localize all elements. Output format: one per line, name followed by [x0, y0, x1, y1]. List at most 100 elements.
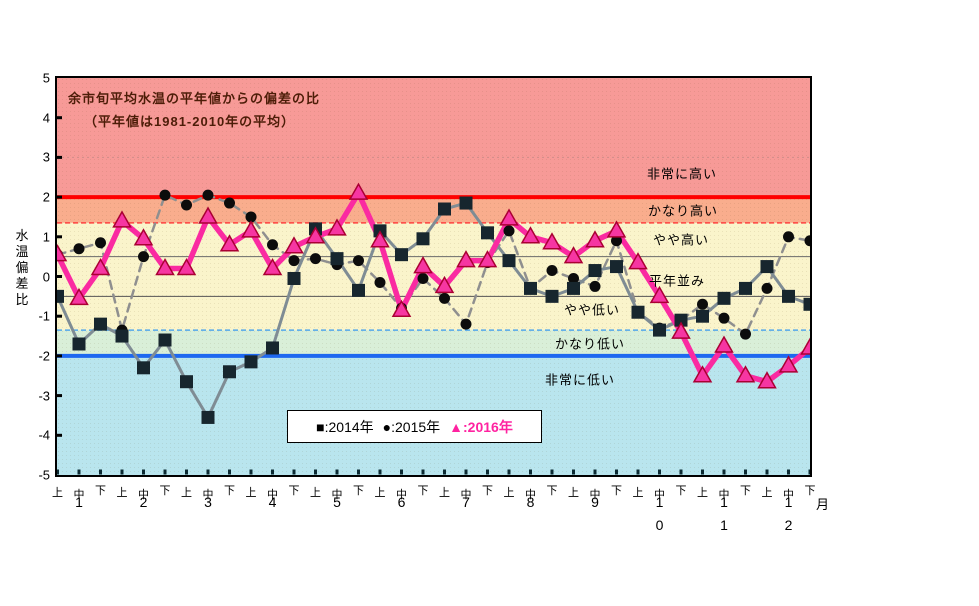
x-period-label: 中 [654, 489, 665, 501]
x-month-label-7: 7 [462, 494, 470, 510]
x-period-label: 上 [181, 487, 192, 499]
band-label-やや低い: やや低い [563, 302, 621, 318]
marker-2016年-2月中 [133, 228, 154, 246]
marker-2015年-8月上 [503, 225, 515, 237]
marker-2015年-5月上 [310, 253, 321, 265]
x-axis-unit-label: 月 [816, 497, 830, 512]
y-tick-label-0: 0 [42, 269, 50, 284]
marker-2016年-2月上 [112, 210, 132, 228]
x-period-label: 上 [374, 487, 386, 499]
y-axis-title: 水温偏差比 [14, 228, 30, 308]
marker-2014年-12月下 [803, 297, 810, 311]
chart-canvas [57, 78, 810, 475]
y-axis-title-char: 温 [15, 244, 29, 259]
x-month-label-4: 4 [268, 494, 277, 510]
legend-item-2016年: ▲:2016年 [449, 418, 513, 435]
x-period-label: 下 [353, 485, 364, 497]
marker-2015年-12月下 [804, 235, 810, 247]
y-tick-label-4: 4 [42, 110, 50, 126]
marker-2016年-4月上 [241, 220, 261, 238]
y-tick-label-1: 1 [42, 229, 50, 245]
marker-2016年-5月上 [305, 226, 326, 244]
marker-2015年-5月下 [353, 255, 364, 267]
marker-2015年-4月下 [288, 255, 300, 267]
marker-2016年-6月上 [370, 230, 390, 248]
marker-2014年-6月下 [416, 232, 430, 246]
x-period-label: 上 [568, 487, 579, 499]
legend-item-2015年: ●:2015年 [382, 418, 441, 435]
x-period-label: 上 [116, 487, 128, 499]
marker-2015年-12月上 [761, 282, 773, 294]
marker-2016年-8月中 [520, 226, 541, 244]
marker-2015年-7月上 [439, 292, 450, 304]
band-label-かなり高い: かなり高い [647, 203, 719, 219]
x-period-label: 下 [159, 485, 171, 497]
marker-2015年-2月下 [159, 189, 171, 201]
marker-2014年-8月中 [524, 281, 537, 295]
x-month-label-3: 3 [204, 494, 212, 510]
marker-2014年-4月中 [266, 341, 279, 355]
marker-2014年-11月上 [696, 309, 709, 323]
marker-2016年-8月上 [499, 208, 519, 226]
y-tick-label-3: 3 [42, 149, 50, 165]
marker-2016年-7月中 [456, 250, 476, 268]
x-period-label: 中 [202, 489, 214, 501]
marker-2014年-2月中 [137, 361, 150, 375]
marker-2016年-6月中 [391, 299, 412, 317]
y-axis-title-char: 偏 [15, 260, 29, 275]
marker-2014年-2月上 [115, 329, 129, 343]
x-period-label: 上 [245, 487, 257, 499]
marker-2015年-6月上 [374, 276, 386, 288]
marker-2015年-3月中 [202, 189, 214, 201]
x-period-label: 下 [675, 485, 687, 497]
marker-2015年-3月上 [181, 199, 192, 211]
marker-2016年-9月中 [585, 230, 605, 248]
x-period-label: 上 [632, 487, 644, 499]
marker-2016年-9月下 [606, 220, 627, 238]
marker-2014年-10月下 [674, 313, 688, 327]
marker-2014年-7月中 [459, 196, 473, 210]
marker-2015年-7月中 [460, 318, 472, 330]
marker-2016年-12月下 [800, 337, 810, 355]
marker-2016年-3月上 [176, 258, 197, 276]
marker-2014年-2月下 [158, 333, 172, 347]
x-period-label: 上 [761, 487, 773, 499]
y-tick-label--2: -2 [38, 348, 50, 364]
marker-2014年-3月上 [180, 375, 193, 389]
marker-2014年-4月下 [287, 271, 301, 285]
marker-2014年-5月下 [352, 283, 365, 297]
x-period-label: 中 [525, 489, 536, 501]
x-month-label-8: 8 [526, 494, 535, 510]
marker-2015年-3月下 [224, 197, 235, 209]
marker-2015年-1月下 [95, 237, 106, 249]
marker-2016年-7月下 [477, 250, 498, 268]
x-month-label-11: 1 [720, 517, 728, 533]
marker-2014年-10月上 [631, 305, 645, 319]
marker-2016年-7月上 [434, 275, 455, 294]
x-month-label-10: 1 [655, 494, 664, 510]
x-period-label: 下 [546, 485, 558, 497]
marker-2014年-6月中 [395, 248, 408, 262]
marker-2015年-4月上 [245, 211, 257, 223]
x-period-label: 下 [611, 485, 622, 497]
marker-2016年-1月中 [69, 287, 89, 306]
marker-2016年-11月下 [735, 365, 756, 383]
y-tick-label--1: -1 [38, 308, 50, 324]
x-period-label: 下 [288, 485, 300, 497]
marker-2015年-11月中 [718, 312, 730, 324]
y-tick-label-2: 2 [42, 189, 50, 205]
marker-2014年-3月中 [201, 410, 215, 424]
x-period-label: 下 [95, 485, 106, 497]
marker-2016年-10月中 [649, 285, 670, 304]
y-axis-title-char: 水 [15, 228, 29, 243]
x-month-label-9: 9 [591, 494, 599, 510]
x-period-label: 下 [224, 485, 235, 497]
y-axis-title-char: 比 [15, 292, 29, 307]
x-period-label: 中 [267, 489, 278, 501]
marker-2014年-7月下 [481, 226, 494, 240]
x-period-label: 下 [482, 485, 493, 497]
marker-2016年-12月上 [757, 371, 777, 389]
marker-2016年-5月中 [327, 218, 347, 236]
marker-2014年-4月上 [244, 355, 258, 369]
x-period-label: 中 [589, 489, 601, 501]
